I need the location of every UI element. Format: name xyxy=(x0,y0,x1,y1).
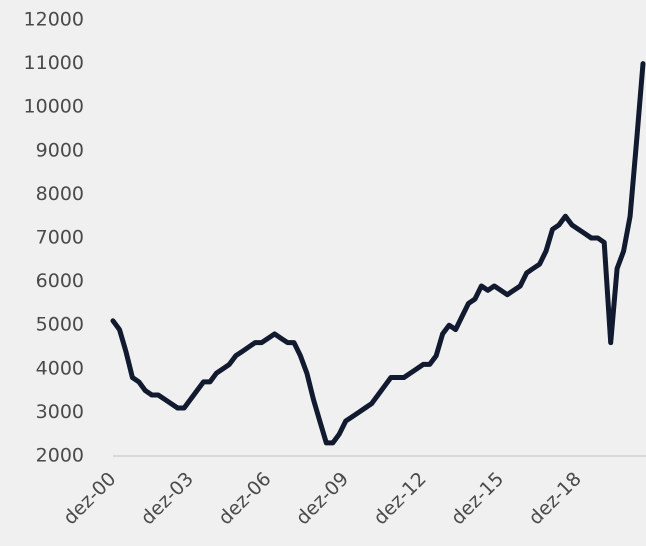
y-tick-label: 3000 xyxy=(36,401,84,423)
y-tick-label: 9000 xyxy=(36,139,84,161)
y-tick-label: 7000 xyxy=(36,227,84,249)
x-tick-label: dez-15 xyxy=(447,468,508,529)
x-tick-label: dez-06 xyxy=(214,468,275,529)
y-tick-label: 12000 xyxy=(24,9,84,31)
series-line xyxy=(110,61,646,446)
x-tick-label: dez-18 xyxy=(524,468,585,529)
x-tick-label: dez-09 xyxy=(292,468,353,529)
x-tick-label: dez-03 xyxy=(137,468,198,529)
x-tick-label: dez-12 xyxy=(369,468,430,529)
y-tick-label: 6000 xyxy=(36,270,84,292)
y-tick-label: 10000 xyxy=(24,96,84,118)
y-tick-label: 5000 xyxy=(36,314,84,336)
y-tick-label: 8000 xyxy=(36,183,84,205)
x-tick-label: dez-00 xyxy=(59,468,120,529)
y-tick-label: 4000 xyxy=(36,357,84,379)
y-tick-label: 2000 xyxy=(36,445,84,467)
y-tick-label: 11000 xyxy=(24,52,84,74)
